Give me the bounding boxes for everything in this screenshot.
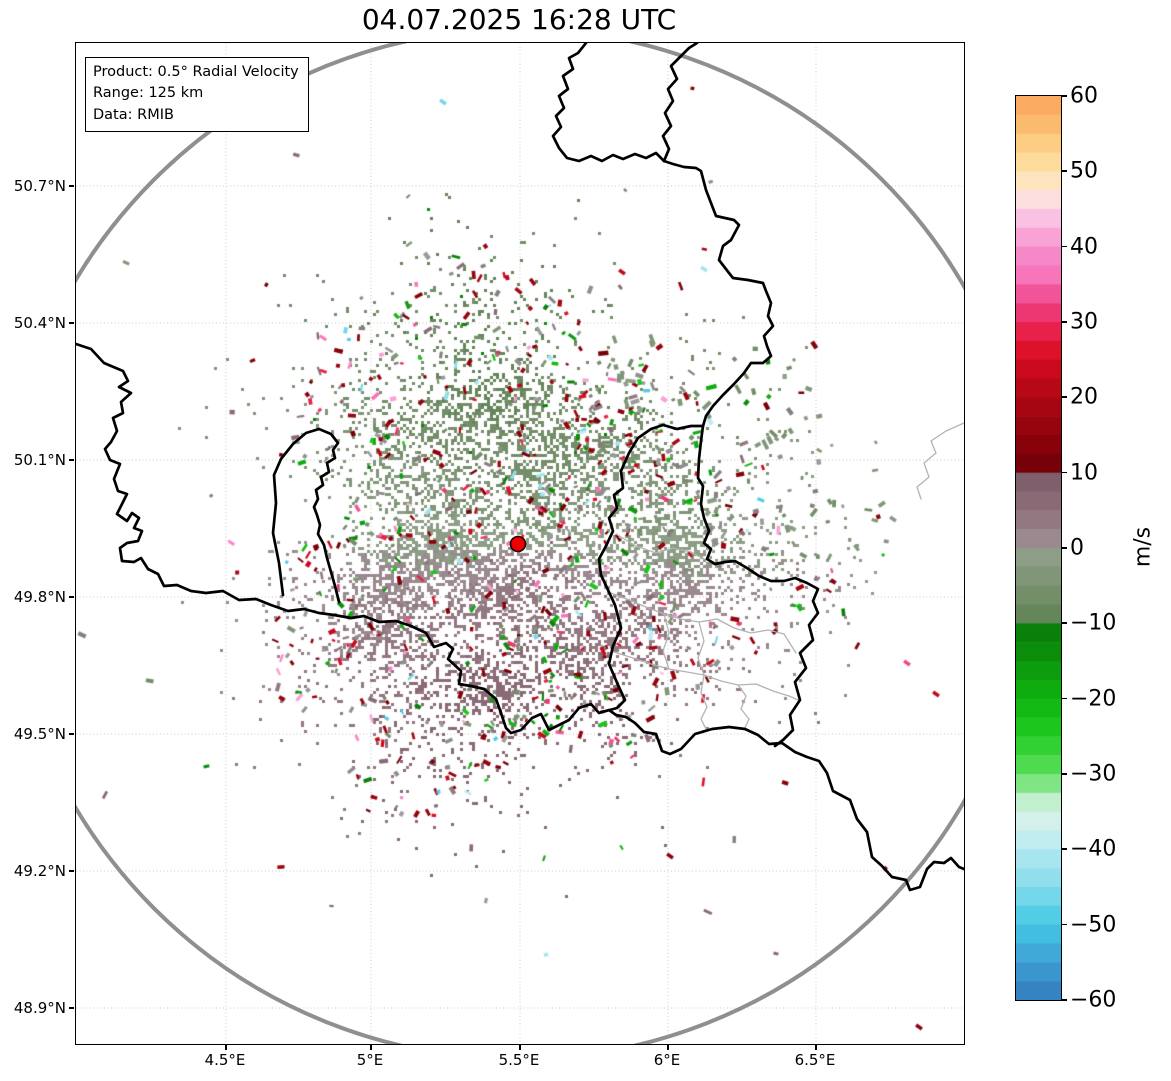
y-tick-label: 49.2°N [13,862,66,880]
y-tick-mark [69,1007,74,1009]
product-info-box: Product: 0.5° Radial Velocity Range: 125… [85,57,309,133]
colorbar-tick-mark [1061,923,1067,926]
y-tick-mark [69,596,74,598]
colorbar-tick-mark [1061,396,1067,398]
y-tick-mark [69,870,74,872]
colorbar-tick-label: 20 [1070,384,1098,410]
colorbar-tick-mark [1061,547,1067,549]
y-tick-label: 50.4°N [13,314,66,332]
colorbar-tick-mark [1061,471,1067,474]
x-tick-mark [519,1045,521,1050]
y-tick-mark [69,733,74,735]
colorbar-tick-label: 0 [1070,535,1084,561]
y-tick-label: 49.5°N [13,725,66,743]
colorbar-tick-label: 10 [1070,460,1098,486]
colorbar-tick-mark [1061,170,1067,172]
x-tick-label: 5°E [356,1051,384,1069]
colorbar-tick-mark [1061,773,1067,775]
colorbar-tick-mark [1061,697,1067,700]
colorbar-canvas [1016,96,1061,1000]
colorbar-tick-label: −50 [1070,912,1117,938]
y-tick-mark [69,322,74,324]
colorbar-tick-mark [1061,95,1067,97]
x-tick-mark [815,1045,817,1050]
x-tick-label: 6.5°E [794,1051,836,1069]
colorbar-tick-label: −60 [1070,987,1117,1013]
colorbar-tick-label: 40 [1070,234,1098,260]
colorbar-tick-mark [1061,245,1067,248]
plot-area: Product: 0.5° Radial Velocity Range: 125… [75,42,965,1045]
map-border-layer [76,43,964,1044]
colorbar-tick-label: 60 [1070,83,1098,109]
colorbar-tick-label: 50 [1070,158,1098,184]
colorbar-tick-label: −30 [1070,761,1117,787]
y-tick-mark [69,185,74,187]
y-tick-label: 50.7°N [13,177,66,195]
colorbar-tick-label: −20 [1070,686,1117,712]
x-tick-label: 4.5°E [204,1051,246,1069]
colorbar-tick-label: −40 [1070,836,1117,862]
colorbar-tick-label: 30 [1070,309,1098,335]
y-tick-label: 50.1°N [13,451,66,469]
x-tick-label: 6°E [653,1051,681,1069]
colorbar-tick-label: −10 [1070,610,1117,636]
colorbar-tick-mark [1061,999,1067,1001]
x-tick-mark [225,1045,227,1050]
colorbar-tick-mark [1061,622,1067,624]
y-tick-label: 48.9°N [13,999,66,1017]
colorbar-unit-label: m/s [1130,526,1156,568]
info-range-line: Range: 125 km [93,85,204,102]
radar-site-marker [509,535,527,553]
x-tick-label: 5.5°E [498,1051,540,1069]
y-tick-mark [69,459,74,461]
page-title: 04.07.2025 16:28 UTC [361,3,677,36]
x-tick-mark [370,1045,372,1050]
info-data-line: Data: RMIB [93,106,174,123]
colorbar [1015,95,1062,1001]
colorbar-tick-mark [1061,848,1067,850]
info-product-line: Product: 0.5° Radial Velocity [93,64,299,80]
colorbar-tick-mark [1061,321,1067,323]
x-tick-mark [667,1045,669,1050]
y-tick-label: 49.8°N [13,588,66,606]
